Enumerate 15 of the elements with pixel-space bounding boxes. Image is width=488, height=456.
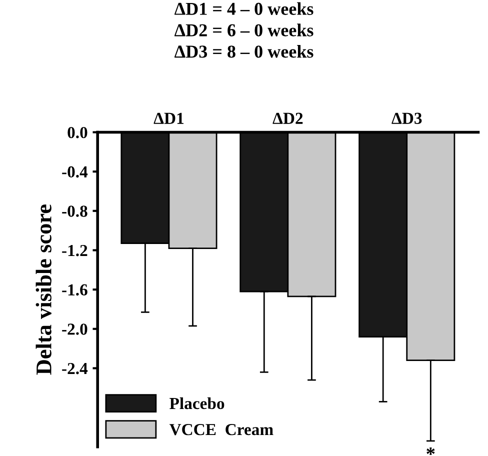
y-axis-title: Delta visible score (36, 204, 52, 375)
text: * (426, 448, 435, 455)
x-tick-label: ΔD2 (272, 112, 303, 124)
legend-label: VCCE Cream (169, 424, 274, 436)
legend-label: Placebo (170, 397, 224, 410)
y-tick-label: -1.2 (62, 244, 88, 256)
x-tick-label: ΔD1 (154, 112, 184, 124)
y-tick-label: -1.6 (62, 284, 88, 296)
y-tick-label: -0.8 (62, 206, 88, 217)
y-tick-label: 0.0 (68, 126, 88, 138)
x-tick-label: ΔD3 (392, 112, 422, 124)
chart-title: ΔD1 = 4 – 0 weeks ΔD2 = 6 – 0 weeks ΔD3 = 8 – 0 weeks (174, 2, 314, 58)
y-tick-label: -0.4 (62, 166, 88, 178)
y-tick-label: -2.4 (62, 362, 88, 374)
y-tick-label: -2.0 (62, 324, 88, 335)
